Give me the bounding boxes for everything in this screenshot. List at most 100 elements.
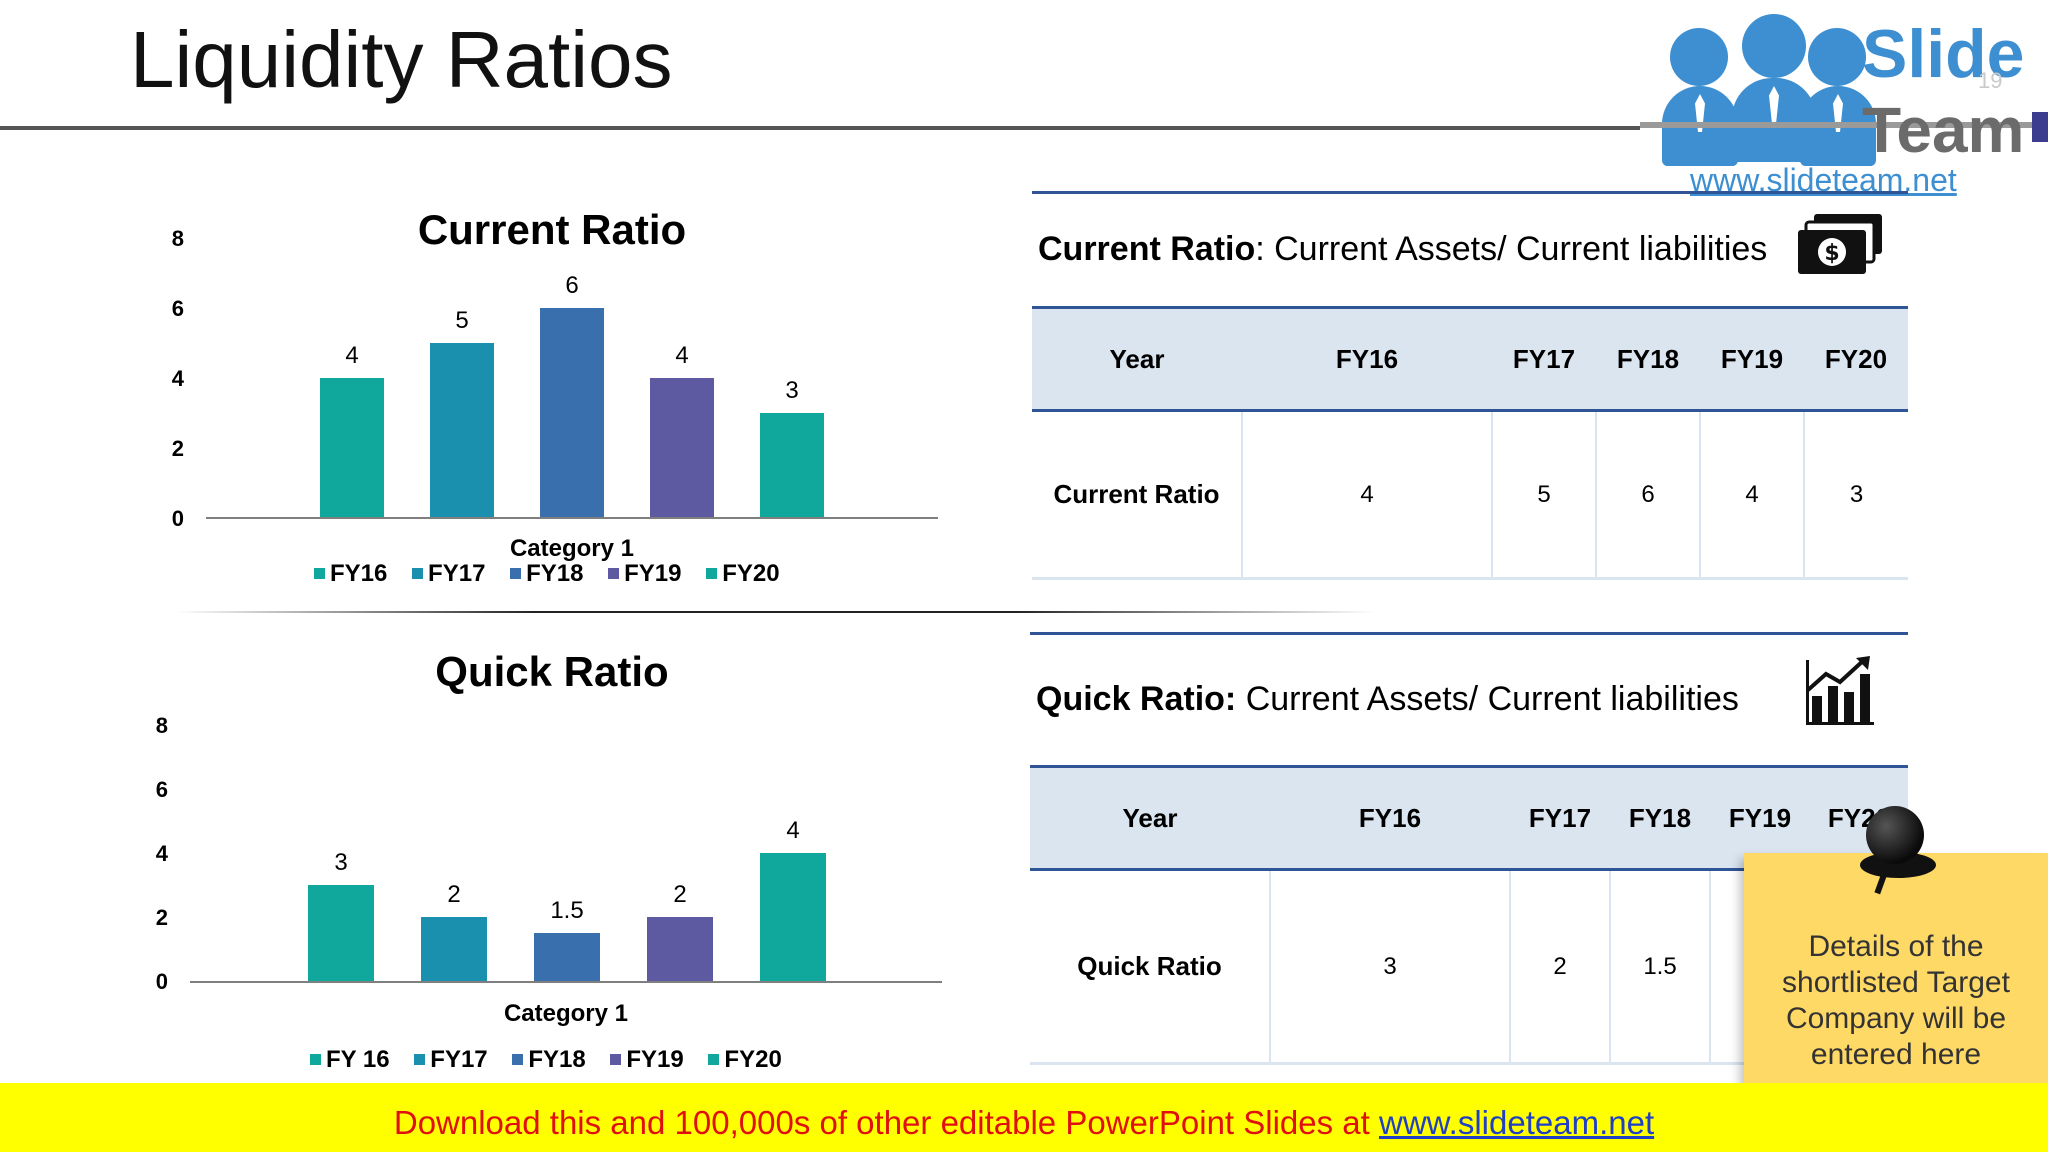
table-header-row: Year FY16 FY17 FY18 FY19 FY20 [1030,765,1908,871]
title-divider [0,126,1660,130]
bar-fy20 [760,413,824,518]
header-cell: FY18 [1610,765,1710,871]
header-cell: FY16 [1242,306,1492,412]
growth-chart-icon [1806,656,1874,725]
legend-item: FY20 [706,560,780,588]
download-banner: Download this and 100,000s of other edit… [0,1083,2048,1152]
data-label: 1.5 [550,897,584,924]
slideteam-logo: Slide Team www.slideteam.net [1640,0,2048,198]
formula-term: Quick Ratio: [1036,680,1237,718]
sticky-note-text: Details of the shortlisted Target Compan… [1782,930,2010,1071]
legend-item: FY18 [510,560,583,588]
chart-divider [175,611,1375,613]
legend-item: FY20 [708,1046,782,1074]
header-cell: FY17 [1510,765,1610,871]
legend-label: FY17 [430,1046,488,1073]
formula-definition: Current Assets/ Current liabilities [1236,680,1739,718]
logo-word-slide: Slide [1862,16,2025,92]
table-cell: 3 [1270,869,1511,1065]
sticky-note: Details of the shortlisted Target Compan… [1744,853,2048,1085]
legend-label: FY18 [526,560,584,587]
bar-fy17 [421,917,487,981]
row-label: Current Ratio [1032,410,1243,580]
header-cell: FY19 [1700,306,1804,412]
category-label: Category 1 [509,535,635,562]
chart-legend: FY 16 FY17 FY18 FY19 FY20 [310,1046,800,1074]
data-label: 4 [345,342,359,369]
data-label: 2 [673,881,687,908]
logo-underline [1640,122,2048,128]
chart-title: Current Ratio [417,206,687,253]
legend-item: FY19 [610,1046,684,1074]
x-axis-line [190,981,942,983]
table-cell: 2 [1510,869,1611,1065]
legend-item: FY17 [412,560,485,588]
y-tick-label: 4 [155,841,168,866]
x-axis-line [206,517,938,519]
bar-fy18 [534,933,600,981]
header-cell: Year [1032,306,1242,412]
chart-plot-area: 3 2 1.5 2 4 [190,725,942,981]
y-tick-label: 2 [155,905,168,930]
bar-fy19 [650,378,714,518]
legend-label: FY17 [428,560,486,587]
data-label: 2 [447,881,461,908]
data-label: 4 [786,817,800,844]
header-cell: FY17 [1492,306,1596,412]
legend-item: FY18 [512,1046,586,1074]
legend-label: FY20 [722,560,780,587]
bar-fy18 [540,308,604,518]
legend-item: FY19 [608,560,682,588]
bar-fy17 [430,343,494,518]
y-tick-label: 4 [171,366,184,391]
section-rule [1032,191,1908,194]
data-label: 6 [565,272,579,299]
legend-label: FY19 [624,560,682,587]
y-tick-label: 8 [171,226,184,251]
chart-title: Quick Ratio [435,648,669,695]
data-label: 3 [785,377,799,404]
header-cell: FY16 [1270,765,1510,871]
y-tick-label: 6 [171,296,184,321]
legend-label: FY19 [626,1046,684,1073]
formula-term: Current Ratio [1038,230,1256,268]
legend-label: FY18 [528,1046,586,1073]
header-cell: FY18 [1596,306,1700,412]
money-stack-icon: $ [1798,214,1882,274]
y-tick-label: 2 [171,436,184,461]
current-ratio-table: Year FY16 FY17 FY18 FY19 FY20 Current Ra… [1032,306,1908,580]
category-label: Category 1 [503,1000,629,1027]
legend-label: FY20 [724,1046,782,1073]
y-tick-label: 0 [155,969,168,994]
header-cell: FY20 [1804,306,1908,412]
banner-text-line: Download this and 100,000s of other edit… [0,1083,2048,1163]
bar-fy19 [647,917,713,981]
formula-definition: : Current Assets/ Current liabilities [1255,230,1768,268]
slide-title: Liquidity Ratios [130,15,673,104]
y-tick-label: 6 [155,777,168,802]
current-ratio-formula: Current Ratio: Current Assets/ Current l… [1038,230,1767,269]
quick-ratio-formula: Quick Ratio: Current Assets/ Current lia… [1036,680,1739,719]
bar-fy16 [320,378,384,518]
page-number: 19 [1978,68,2003,93]
chart-plot-area: 4 5 6 4 3 [206,238,938,518]
table-row: Current Ratio 4 5 6 4 3 [1032,410,1908,580]
data-label: 4 [675,342,689,369]
logo-word-team: Team [1862,94,2025,166]
chart-legend: FY16 FY17 FY18 FY19 FY20 [314,560,798,588]
table-cell: 1.5 [1610,869,1711,1065]
table-cell: 6 [1596,410,1701,580]
table-cell: 5 [1492,410,1597,580]
legend-label: FY16 [330,560,388,587]
bar-fy16 [308,885,374,981]
bar-fy20 [760,853,826,981]
legend-item: FY 16 [310,1046,390,1074]
y-tick-label: 0 [171,506,184,531]
quick-ratio-table: Year FY16 FY17 FY18 FY19 FY20 Quick Rati… [1030,765,1908,1065]
row-label: Quick Ratio [1030,869,1271,1065]
table-cell: 3 [1804,410,1908,580]
svg-text:$: $ [1824,241,1839,266]
table-cell: 4 [1242,410,1493,580]
data-label: 5 [455,307,469,334]
banner-link[interactable]: www.slideteam.net [1379,1104,1655,1141]
